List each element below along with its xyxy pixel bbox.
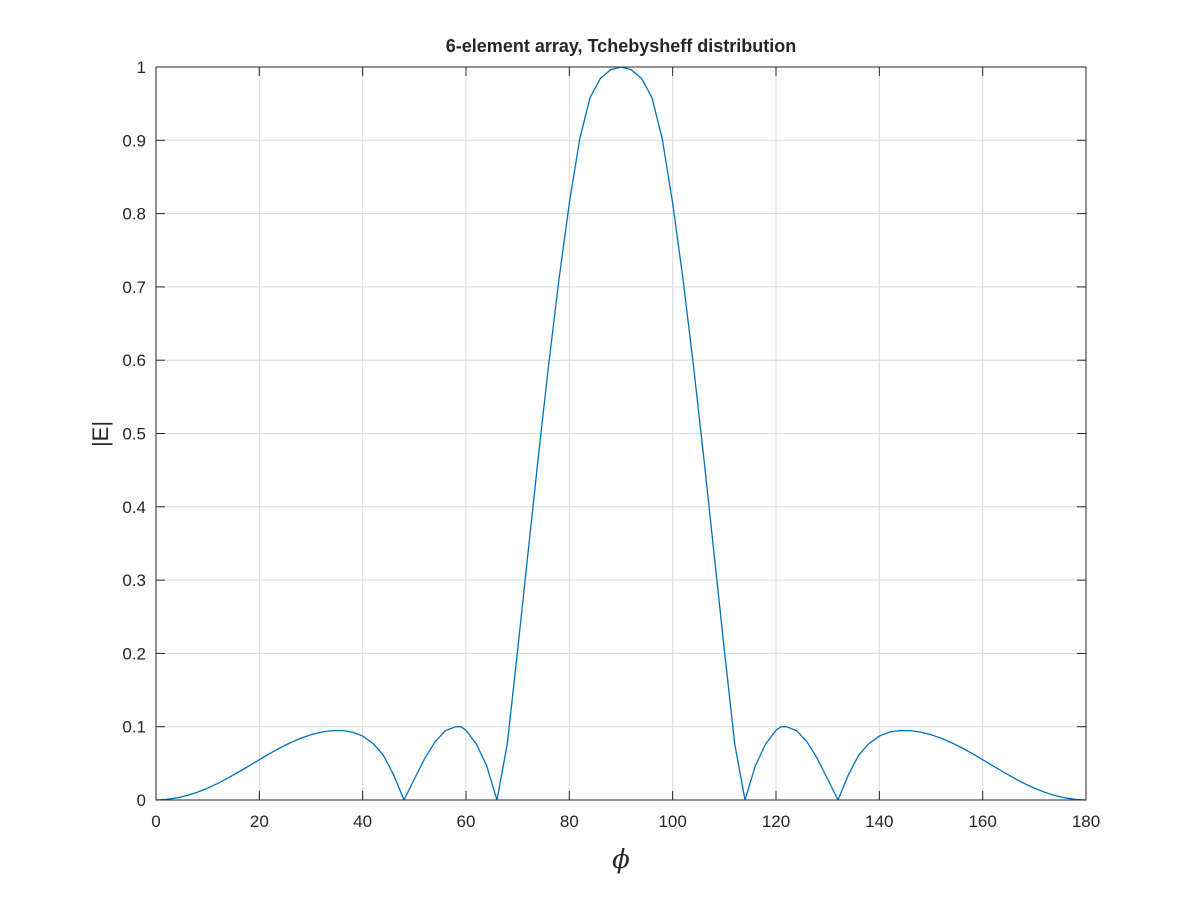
x-tick-label: 120 (762, 812, 790, 831)
y-tick-label: 0.4 (122, 498, 146, 517)
x-tick-label: 100 (658, 812, 686, 831)
y-tick-label: 1 (137, 58, 146, 77)
y-tick-label: 0.1 (122, 718, 146, 737)
grid-layer (156, 67, 1086, 800)
y-tick-label: 0.3 (122, 571, 146, 590)
x-tick-label: 0 (151, 812, 160, 831)
x-tick-label: 40 (353, 812, 372, 831)
x-tick-label: 140 (865, 812, 893, 831)
x-tick-label: 80 (560, 812, 579, 831)
x-axis-label: ϕ (612, 845, 630, 875)
x-tick-label: 180 (1072, 812, 1100, 831)
y-axis-label: |E| (88, 421, 113, 447)
y-tick-label: 0 (137, 791, 146, 810)
y-tick-label: 0.7 (122, 278, 146, 297)
y-tick-label: 0.9 (122, 131, 146, 150)
y-tick-label: 0.8 (122, 205, 146, 224)
tick-label-layer: 0 20 40 60 80 100 120 140 160 180 0 0.1 0.2 0.3 0.4 0.5… (122, 58, 1100, 831)
x-tick-label: 60 (457, 812, 476, 831)
axes-layer (155, 66, 1087, 801)
y-tick-label: 0.6 (122, 351, 146, 370)
y-tick-label: 0.5 (122, 425, 146, 444)
chart-title: 6-element array, Tchebysheff distributio… (446, 36, 796, 56)
x-tick-label: 20 (250, 812, 269, 831)
x-tick-label: 160 (968, 812, 996, 831)
y-tick-label: 0.2 (122, 644, 146, 663)
